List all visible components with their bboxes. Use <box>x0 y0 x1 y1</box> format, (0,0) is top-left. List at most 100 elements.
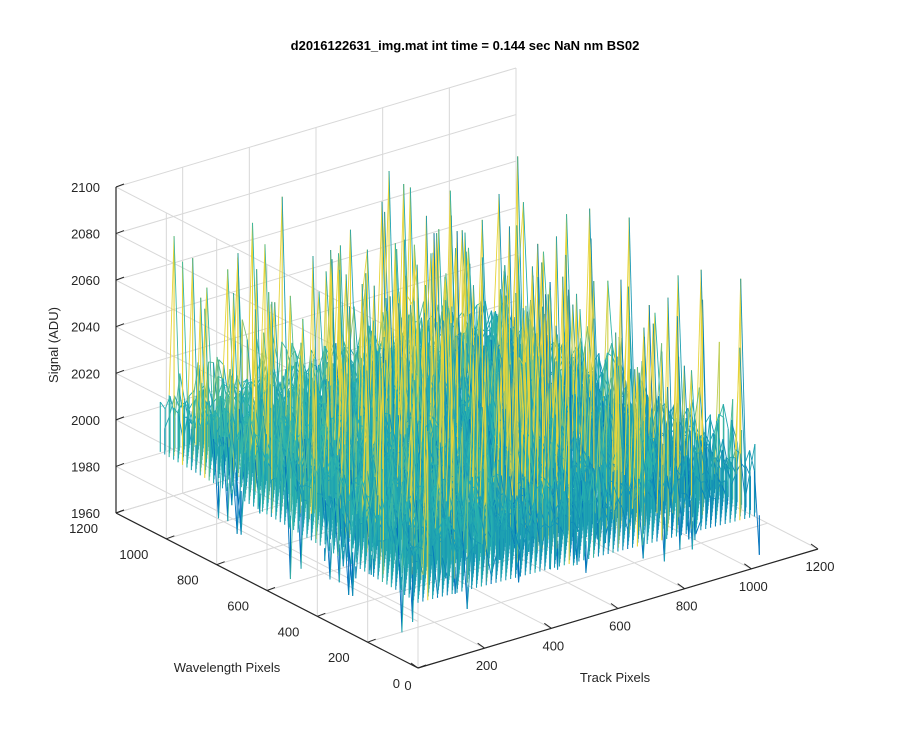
surface-ridge <box>392 415 399 450</box>
surface-ridge <box>405 275 412 466</box>
surface-ridge <box>222 422 228 455</box>
surface-ridge <box>239 425 246 467</box>
surface-ridge <box>411 264 418 305</box>
surface-ridge <box>322 361 328 381</box>
surface-ridge <box>376 201 383 351</box>
surface-ridge <box>350 229 356 360</box>
surface-ridge <box>241 319 248 340</box>
surface-ridge <box>338 433 345 453</box>
surface-ridge <box>263 292 270 462</box>
surface-ridge <box>486 310 492 326</box>
surface-ridge <box>372 320 379 418</box>
surface-ridge <box>622 286 629 397</box>
surface-ridge <box>481 219 488 361</box>
surface-ridge <box>213 359 220 400</box>
surface-ridge <box>315 461 322 474</box>
surface-ridge <box>464 418 470 421</box>
surface-ridge <box>348 434 355 446</box>
surface-ridge <box>286 342 293 388</box>
surface-ridge <box>216 356 223 379</box>
surface-ridge <box>230 425 237 471</box>
surface-ridge <box>293 469 299 483</box>
surface-ridge <box>227 383 234 435</box>
surface-ridge <box>425 253 432 337</box>
surface-ridge <box>182 261 188 402</box>
surface-ridge <box>599 359 606 419</box>
surface-ridge <box>275 461 282 474</box>
surface-ridge <box>550 325 557 404</box>
surface-ridge <box>281 442 287 450</box>
surface-ridge <box>486 406 493 446</box>
surface-ridge <box>226 437 233 506</box>
surface-ridge <box>551 236 557 441</box>
surface-ridge <box>241 378 248 390</box>
surface-ridge <box>302 481 308 488</box>
surface-ridge <box>186 401 193 425</box>
surface-ridge <box>274 381 281 402</box>
surface-ridge <box>363 325 370 353</box>
surface-ridge <box>299 355 306 436</box>
surface-ridge <box>306 485 312 489</box>
surface-ridge <box>266 301 273 454</box>
surface-ridge <box>585 238 592 404</box>
surface-ridge <box>371 432 378 479</box>
surface-ridge <box>464 376 470 379</box>
surface-ridge <box>224 368 231 411</box>
surface-ridge <box>351 350 358 388</box>
surface-ridge <box>456 230 463 350</box>
surface-ridge <box>430 253 437 443</box>
surface-ridge <box>425 285 431 398</box>
surface-ridge <box>239 393 245 398</box>
surface-ridge <box>299 438 306 467</box>
surface-ridge <box>218 359 225 366</box>
surface-ridge <box>307 256 314 441</box>
surface-ridge <box>368 320 374 436</box>
surface-ridge <box>294 460 301 467</box>
surface-ridge <box>355 414 362 462</box>
surface-ridge <box>173 236 180 389</box>
surface-ridge <box>214 410 221 419</box>
surface-ridge <box>298 469 305 498</box>
surface-ridge <box>406 295 413 305</box>
surface-ridge <box>386 435 392 448</box>
surface-ridge <box>484 300 491 330</box>
surface-ridge <box>318 291 325 380</box>
surface-ridge <box>309 388 315 519</box>
surface-ridge <box>268 292 274 440</box>
surface-ridge <box>276 196 283 360</box>
grid-line-y-floor <box>367 522 768 643</box>
surface-ridge <box>217 436 224 439</box>
surface-ridge <box>253 433 260 438</box>
surface-ridge <box>291 434 298 440</box>
surface-ridge <box>517 156 523 344</box>
surface-ridge <box>459 232 466 389</box>
surface-ridge <box>277 375 284 401</box>
surface-ridge <box>222 437 229 522</box>
surface-ridge <box>463 247 469 334</box>
surface-ridge <box>231 439 238 506</box>
surface-ridge <box>192 362 199 402</box>
surface-ridge <box>362 249 368 294</box>
surface-ridge <box>208 400 215 442</box>
surface-ridge <box>275 393 282 426</box>
surface-ridge <box>522 202 529 318</box>
surface-ridge <box>628 217 635 405</box>
surface-ridge <box>487 405 494 444</box>
surface-ridge <box>326 471 332 481</box>
surface-ridge <box>582 326 589 360</box>
surface-ridge <box>429 417 436 443</box>
surface-ridge <box>360 273 367 416</box>
surface-ridge <box>326 259 333 440</box>
surface-ridge <box>329 380 336 388</box>
surface-ridge <box>418 301 425 322</box>
surface-ridge <box>433 391 439 410</box>
surface-ridge <box>487 334 494 339</box>
surface-ridge <box>465 342 472 376</box>
surface-ridge <box>273 369 280 394</box>
surface-ridge <box>284 453 291 491</box>
surface-ridge <box>345 360 352 440</box>
surface-ridge <box>485 339 492 356</box>
surface-ridge <box>232 253 239 384</box>
surface-ridge <box>511 225 518 336</box>
surface-ridge <box>330 469 337 481</box>
